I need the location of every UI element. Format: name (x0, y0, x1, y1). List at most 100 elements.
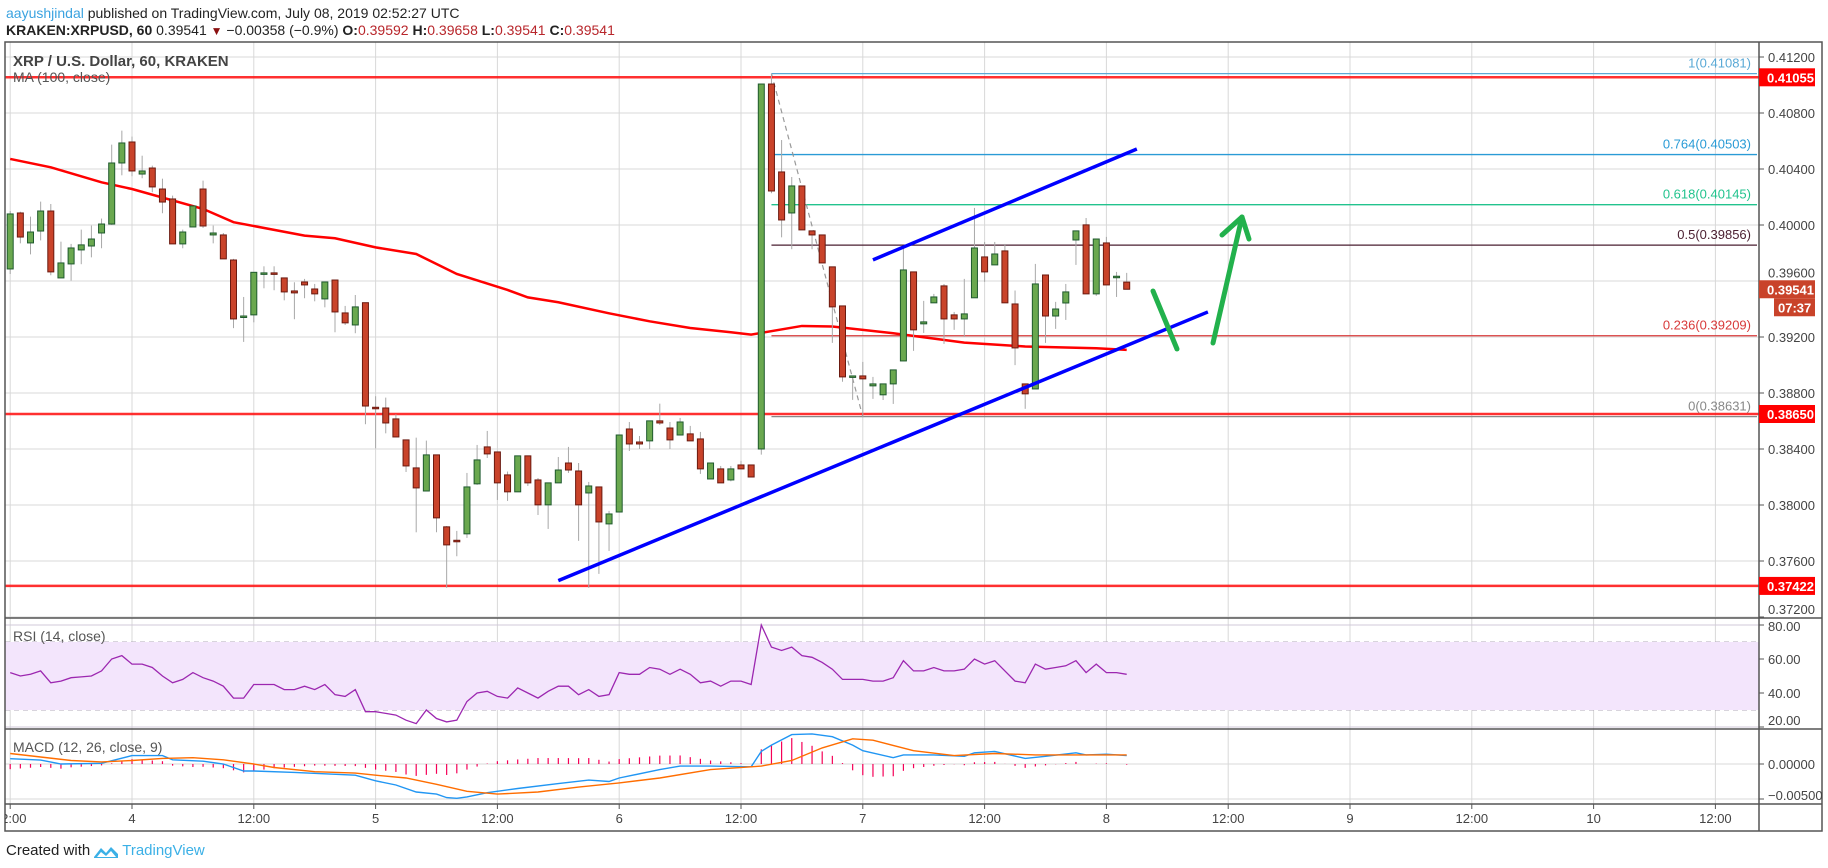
bearish-candle[interactable] (686, 425, 694, 442)
bearish-candle[interactable] (382, 397, 390, 434)
bearish-candle[interactable] (595, 486, 603, 574)
ma-legend[interactable]: MA (100, close) (13, 69, 110, 85)
bullish-candle[interactable] (422, 440, 430, 492)
signal-line[interactable] (10, 738, 1127, 795)
bearish-candle[interactable] (1001, 243, 1009, 304)
bearish-candle[interactable] (219, 232, 227, 260)
bearish-candle[interactable] (778, 140, 786, 238)
bullish-candle[interactable] (463, 472, 471, 538)
bullish-candle[interactable] (1072, 230, 1080, 265)
bearish-candle[interactable] (16, 211, 24, 244)
bullish-candle[interactable] (260, 266, 268, 289)
bearish-candle[interactable] (839, 305, 846, 382)
bearish-candle[interactable] (453, 530, 461, 557)
bullish-candle[interactable] (585, 481, 593, 588)
bullish-candle[interactable] (98, 218, 106, 249)
bearish-candle[interactable] (230, 258, 237, 329)
bullish-candle[interactable] (615, 434, 623, 513)
bearish-candle[interactable] (331, 279, 339, 333)
rsi-legend[interactable]: RSI (14, close) (13, 628, 106, 644)
bearish-candle[interactable] (524, 455, 532, 486)
bearish-candle[interactable] (290, 282, 298, 320)
bullish-candle[interactable] (727, 465, 735, 482)
bearish-candle[interactable] (280, 277, 288, 301)
macd-legend[interactable]: MACD (12, 26, close, 9) (13, 739, 162, 755)
bullish-candle[interactable] (930, 293, 938, 304)
rsi-pane[interactable] (9, 622, 1127, 725)
bearish-candle[interactable] (767, 73, 775, 194)
bullish-candle[interactable] (67, 243, 75, 281)
bullish-candle[interactable] (118, 130, 126, 176)
bearish-candle[interactable] (402, 439, 410, 472)
bearish-candle[interactable] (270, 266, 278, 291)
price-pane[interactable]: 1(0.41081) 0.764(0.40503) 0.618(0.40145) 0.… (5, 56, 1759, 588)
bearish-candle[interactable] (656, 403, 664, 425)
bullish-candle[interactable] (209, 225, 217, 244)
bearish-candle[interactable] (1102, 236, 1110, 286)
bullish-candle[interactable] (37, 201, 45, 241)
bullish-candle[interactable] (991, 241, 999, 266)
bearish-candle[interactable] (361, 302, 369, 425)
bullish-candle[interactable] (757, 83, 765, 455)
bullish-candle[interactable] (788, 176, 796, 250)
bearish-candle[interactable] (443, 526, 451, 588)
bearish-candle[interactable] (910, 271, 918, 351)
bearish-candle[interactable] (981, 241, 989, 282)
bearish-candle[interactable] (311, 283, 319, 302)
bearish-candle[interactable] (1123, 272, 1131, 290)
bullish-candle[interactable] (544, 482, 552, 529)
bearish-candle[interactable] (575, 463, 583, 541)
bearish-candle[interactable] (1082, 218, 1090, 295)
bullish-candle[interactable] (849, 375, 857, 400)
bullish-candle[interactable] (179, 229, 187, 249)
bullish-candle[interactable] (554, 456, 562, 484)
bearish-candle[interactable] (950, 311, 958, 330)
bullish-candle[interactable] (646, 420, 654, 449)
bullish-candle[interactable] (707, 462, 715, 480)
bearish-candle[interactable] (301, 278, 309, 299)
bearish-candle[interactable] (128, 136, 136, 177)
bearish-candle[interactable] (737, 460, 745, 470)
bullish-candle[interactable] (77, 229, 85, 265)
trendline[interactable] (872, 147, 1138, 262)
bearish-candle[interactable] (828, 266, 836, 343)
tradingview-link[interactable]: TradingView (122, 842, 205, 859)
bearish-candle[interactable] (1042, 274, 1049, 343)
bullish-candle[interactable] (1052, 301, 1060, 329)
bearish-candle[interactable] (483, 430, 491, 458)
bearish-candle[interactable] (158, 178, 166, 214)
bullish-candle[interactable] (889, 369, 897, 404)
bearish-candle[interactable] (412, 437, 420, 533)
bearish-candle[interactable] (47, 204, 55, 276)
bearish-candle[interactable] (859, 361, 867, 417)
bullish-candle[interactable] (1031, 263, 1039, 390)
bullish-candle[interactable] (6, 211, 14, 274)
bullish-candle[interactable] (473, 444, 481, 485)
bearish-candle[interactable] (625, 421, 633, 451)
bullish-candle[interactable] (899, 246, 907, 362)
bearish-candle[interactable] (504, 471, 512, 501)
bullish-candle[interactable] (1092, 238, 1100, 296)
bullish-candle[interactable] (1113, 271, 1121, 297)
bearish-candle[interactable] (341, 305, 349, 325)
macd-pane[interactable] (9, 733, 1128, 800)
bearish-candle[interactable] (666, 421, 674, 449)
bullish-candle[interactable] (250, 271, 258, 323)
bullish-candle[interactable] (27, 216, 34, 255)
bullish-candle[interactable] (676, 417, 684, 436)
bearish-candle[interactable] (148, 165, 156, 193)
bearish-candle[interactable] (1011, 290, 1019, 366)
bearish-candle[interactable] (372, 396, 380, 449)
bullish-candle[interactable] (351, 295, 359, 334)
bullish-candle[interactable] (514, 455, 522, 493)
bullish-candle[interactable] (960, 278, 968, 337)
bearish-candle[interactable] (636, 435, 643, 449)
bearish-candle[interactable] (818, 234, 826, 264)
bearish-candle[interactable] (493, 451, 501, 500)
bullish-candle[interactable] (605, 510, 613, 551)
bearish-candle[interactable] (808, 230, 816, 250)
bullish-candle[interactable] (57, 241, 65, 279)
bullish-candle[interactable] (920, 300, 928, 333)
bullish-candle[interactable] (970, 207, 978, 299)
